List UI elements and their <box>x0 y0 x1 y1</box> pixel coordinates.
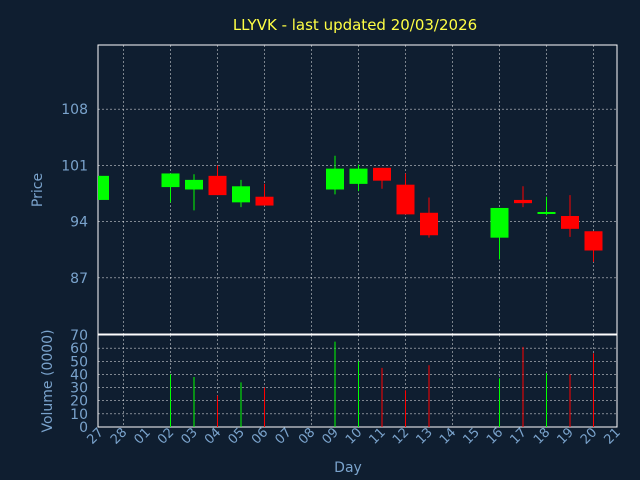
candle-20 <box>584 231 603 262</box>
candle-11 <box>373 167 391 189</box>
x-tick-label: 16 <box>484 425 506 447</box>
x-axis-label: Day <box>334 460 362 476</box>
price-y-tick-label: 101 <box>61 158 88 174</box>
candle-body <box>420 212 438 236</box>
price-y-tick-label: 87 <box>70 271 88 287</box>
volume-y-tick-label: 60 <box>70 341 88 357</box>
volume-bars <box>170 341 594 427</box>
x-tick-label: 04 <box>202 425 224 447</box>
x-tick-label: 07 <box>273 425 295 447</box>
volume-y-tick-label: 40 <box>70 367 88 383</box>
price-grid <box>98 45 617 334</box>
candle-body <box>584 231 603 251</box>
candle-09 <box>326 155 344 195</box>
volume-y-tick-label: 20 <box>70 394 88 410</box>
x-tick-label: 14 <box>437 425 459 447</box>
x-tick-label: 10 <box>343 425 365 447</box>
candle-04 <box>208 165 227 196</box>
candle-body <box>373 167 391 181</box>
candle-16 <box>490 207 509 260</box>
candle-12 <box>396 173 415 215</box>
volume-grid <box>98 335 617 427</box>
x-tick-label: 08 <box>296 425 318 447</box>
candle-03 <box>185 174 203 211</box>
x-tick-label: 28 <box>108 425 130 447</box>
x-tick-label: 09 <box>320 425 342 447</box>
candles <box>98 155 603 262</box>
candle-body <box>208 175 227 196</box>
candle-body <box>396 184 415 215</box>
x-tick-label: 05 <box>226 425 248 447</box>
candle-body <box>98 175 109 200</box>
candle-body <box>326 168 344 190</box>
x-tick-label: 20 <box>578 425 600 447</box>
x-tick-label: 21 <box>602 425 624 447</box>
candle-13 <box>420 197 438 238</box>
x-tick-label: 13 <box>414 425 436 447</box>
candle-body <box>349 168 368 184</box>
candle-body <box>185 179 203 190</box>
x-tick-labels: 27 28 01 02 03 04 05 06 07 08 09 10 11 12 13 14 15 16 17 18… <box>85 425 624 447</box>
volume-y-tick-label: 30 <box>70 381 88 397</box>
candle-body <box>161 173 180 188</box>
candle-body <box>490 207 509 238</box>
candle-body <box>232 186 250 203</box>
x-tick-label: 19 <box>555 425 577 447</box>
volume-y-tick-label: 0 <box>79 420 88 436</box>
price-y-tick-label: 94 <box>70 215 88 231</box>
candle-body <box>561 215 579 229</box>
volume-plot-frame <box>97 334 618 428</box>
volume-y-tick-label: 10 <box>70 407 88 423</box>
candle-05 <box>232 179 250 208</box>
candle-17 <box>514 186 532 208</box>
price-axis-label: Price <box>30 173 46 207</box>
x-tick-label: 11 <box>367 425 389 447</box>
candle-body <box>537 211 556 214</box>
candle-body <box>514 199 532 204</box>
candle-18 <box>537 196 556 216</box>
price-y-tick-labels: 87 94 101 108 <box>61 102 88 287</box>
price-plot-frame <box>97 44 618 335</box>
candle-27 <box>98 175 109 200</box>
volume-axis-label: Volume (0000) <box>40 329 56 432</box>
volume-y-tick-label: 70 <box>70 328 88 344</box>
chart-title: LLYVK - last updated 20/03/2026 <box>233 16 477 34</box>
x-tick-label: 02 <box>155 425 177 447</box>
x-tick-label: 03 <box>179 425 201 447</box>
x-tick-label: 06 <box>249 425 271 447</box>
x-tick-label: 15 <box>461 425 483 447</box>
candle-02 <box>161 173 180 203</box>
candle-10 <box>349 164 368 192</box>
x-tick-label: 01 <box>132 425 154 447</box>
x-tick-label: 12 <box>390 425 412 447</box>
candle-06 <box>255 183 274 206</box>
x-tick-label: 17 <box>508 425 530 447</box>
price-y-tick-label: 108 <box>61 102 88 118</box>
x-tick-label: 18 <box>531 425 553 447</box>
candle-body <box>255 196 274 206</box>
volume-y-tick-label: 50 <box>70 354 88 370</box>
candle-19 <box>561 195 579 237</box>
